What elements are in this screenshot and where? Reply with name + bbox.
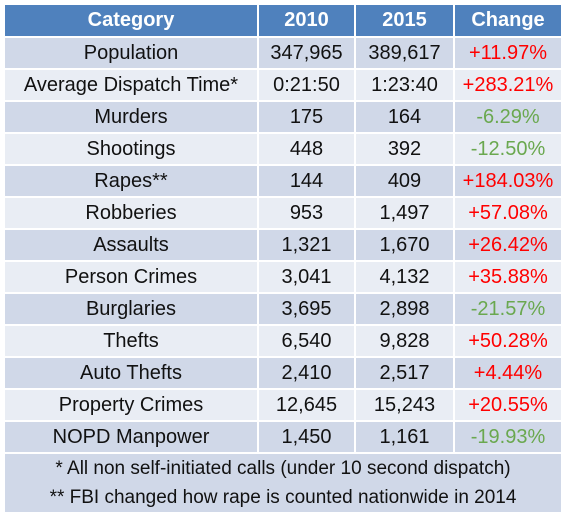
value-2010-cell: 12,645 (259, 388, 356, 420)
table-row: Robberies 953 1,497 +57.08% (5, 196, 561, 228)
table-row: Thefts 6,540 9,828 +50.28% (5, 324, 561, 356)
value-2015-cell: 1:23:40 (356, 68, 455, 100)
table-row: Assaults 1,321 1,670 +26.42% (5, 228, 561, 260)
value-2010-cell: 6,540 (259, 324, 356, 356)
value-2010-cell: 1,321 (259, 228, 356, 260)
category-cell: Population (5, 36, 259, 68)
change-cell: +11.97% (455, 36, 561, 68)
category-cell: Thefts (5, 324, 259, 356)
change-cell: +50.28% (455, 324, 561, 356)
header-2010: 2010 (259, 5, 356, 36)
value-2010-cell: 347,965 (259, 36, 356, 68)
value-2015-cell: 1,161 (356, 420, 455, 452)
change-cell: -6.29% (455, 100, 561, 132)
value-2015-cell: 409 (356, 164, 455, 196)
value-2010-cell: 3,041 (259, 260, 356, 292)
table-row: Property Crimes 12,645 15,243 +20.55% (5, 388, 561, 420)
change-cell: +57.08% (455, 196, 561, 228)
change-cell: +283.21% (455, 68, 561, 100)
category-cell: Rapes** (5, 164, 259, 196)
change-cell: -21.57% (455, 292, 561, 324)
table-row: Shootings 448 392 -12.50% (5, 132, 561, 164)
change-cell: +184.03% (455, 164, 561, 196)
table-row: Auto Thefts 2,410 2,517 +4.44% (5, 356, 561, 388)
category-cell: Assaults (5, 228, 259, 260)
category-cell: Murders (5, 100, 259, 132)
value-2010-cell: 448 (259, 132, 356, 164)
footnotes-cell: * All non self-initiated calls (under 10… (5, 452, 561, 512)
table-row: Average Dispatch Time* 0:21:50 1:23:40 +283… (5, 68, 561, 100)
category-cell: Person Crimes (5, 260, 259, 292)
footnote-dispatch: * All non self-initiated calls (under 10… (55, 458, 511, 479)
value-2010-cell: 175 (259, 100, 356, 132)
table-row: Population 347,965 389,617 +11.97% (5, 36, 561, 68)
category-cell: Auto Thefts (5, 356, 259, 388)
value-2015-cell: 164 (356, 100, 455, 132)
value-2010-cell: 1,450 (259, 420, 356, 452)
footnote-rape: ** FBI changed how rape is counted natio… (49, 487, 517, 508)
value-2015-cell: 15,243 (356, 388, 455, 420)
value-2010-cell: 953 (259, 196, 356, 228)
category-cell: Shootings (5, 132, 259, 164)
category-cell: Average Dispatch Time* (5, 68, 259, 100)
value-2010-cell: 3,695 (259, 292, 356, 324)
header-row: Category 2010 2015 Change (5, 5, 561, 36)
value-2010-cell: 144 (259, 164, 356, 196)
change-cell: +26.42% (455, 228, 561, 260)
crime-stats-table: Category 2010 2015 Change Population 347,… (5, 5, 561, 512)
value-2015-cell: 2,517 (356, 356, 455, 388)
value-2015-cell: 1,497 (356, 196, 455, 228)
category-cell: Property Crimes (5, 388, 259, 420)
table-row: Rapes** 144 409 +184.03% (5, 164, 561, 196)
footnotes-row: * All non self-initiated calls (under 10… (5, 452, 561, 512)
change-cell: +4.44% (455, 356, 561, 388)
value-2015-cell: 9,828 (356, 324, 455, 356)
table-row: NOPD Manpower 1,450 1,161 -19.93% (5, 420, 561, 452)
value-2010-cell: 2,410 (259, 356, 356, 388)
category-cell: Burglaries (5, 292, 259, 324)
change-cell: +35.88% (455, 260, 561, 292)
table-row: Burglaries 3,695 2,898 -21.57% (5, 292, 561, 324)
change-cell: -19.93% (455, 420, 561, 452)
value-2015-cell: 4,132 (356, 260, 455, 292)
value-2015-cell: 389,617 (356, 36, 455, 68)
change-cell: +20.55% (455, 388, 561, 420)
value-2015-cell: 2,898 (356, 292, 455, 324)
category-cell: Robberies (5, 196, 259, 228)
category-cell: NOPD Manpower (5, 420, 259, 452)
value-2015-cell: 392 (356, 132, 455, 164)
table-row: Person Crimes 3,041 4,132 +35.88% (5, 260, 561, 292)
table-row: Murders 175 164 -6.29% (5, 100, 561, 132)
header-2015: 2015 (356, 5, 455, 36)
value-2010-cell: 0:21:50 (259, 68, 356, 100)
header-change: Change (455, 5, 561, 36)
value-2015-cell: 1,670 (356, 228, 455, 260)
header-category: Category (5, 5, 259, 36)
change-cell: -12.50% (455, 132, 561, 164)
crime-stats-table-container: Category 2010 2015 Change Population 347,… (5, 5, 561, 512)
